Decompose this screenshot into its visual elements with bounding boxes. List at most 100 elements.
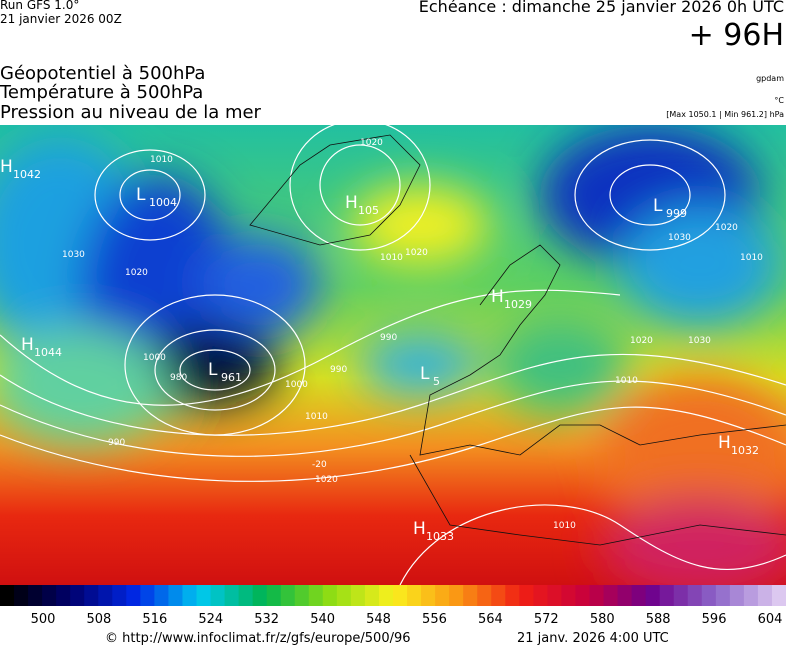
swatch: [168, 585, 183, 606]
legend-tick: 524: [198, 612, 223, 627]
field: Température à 500hPa: [0, 82, 204, 103]
isobar-label: 980: [170, 373, 187, 383]
unit: [Max 1050.1 | Min 961.2] hPa: [666, 110, 784, 119]
isobar-label: 1030: [62, 250, 85, 260]
center-value: 1033: [426, 530, 454, 543]
isobar-label: 1010: [150, 155, 173, 165]
legend-tick: 540: [310, 612, 335, 627]
legend-tick: 500: [31, 612, 56, 627]
center-letter: L: [136, 185, 146, 205]
unit: °C: [774, 96, 784, 105]
swatch: [364, 585, 380, 606]
swatch: [519, 585, 534, 606]
legend-tick: 572: [534, 612, 559, 627]
field: Pression au niveau de la mer: [0, 102, 261, 123]
generated: 21 janv. 2026 4:00 UTC: [517, 631, 669, 646]
swatch: [435, 585, 450, 606]
center-value: 999: [666, 207, 687, 220]
legend-tick: 548: [366, 612, 391, 627]
swatch: [252, 585, 268, 606]
center-letter: H: [345, 193, 358, 213]
swatch: [617, 585, 633, 606]
center-value: 1044: [34, 346, 62, 359]
swatch: [505, 585, 520, 606]
swatch: [729, 585, 745, 606]
swatch: [491, 585, 506, 606]
center-letter: L: [208, 360, 218, 380]
swatch: [280, 585, 296, 606]
swatch: [112, 585, 127, 606]
swatch: [28, 585, 43, 606]
center-letter: H: [0, 157, 13, 177]
legend-tick: 588: [646, 612, 671, 627]
isobar-label: 1010: [553, 521, 576, 531]
swatch: [589, 585, 605, 606]
center-letter: H: [491, 287, 504, 307]
isobar-label: 1020: [125, 268, 148, 278]
swatch: [14, 585, 29, 606]
swatch: [322, 585, 338, 606]
legend-tick: 532: [254, 612, 279, 627]
legend-tick: 516: [142, 612, 167, 627]
center-value: 1042: [13, 168, 41, 181]
swatch: [659, 585, 675, 606]
swatch: [421, 585, 436, 606]
swatch: [687, 585, 703, 606]
swatch: [645, 585, 661, 606]
swatch: [603, 585, 619, 606]
swatch: [575, 585, 590, 606]
swatch: [336, 585, 352, 606]
isobar-label: 1020: [715, 223, 738, 233]
swatch: [210, 585, 226, 606]
isobar-label: 990: [380, 333, 397, 343]
center-letter: H: [21, 335, 34, 355]
swatch: [294, 585, 310, 606]
swatch: [561, 585, 576, 606]
swatch: [84, 585, 99, 606]
field: Géopotentiel à 500hPa: [0, 63, 206, 84]
center-value: 1004: [149, 196, 177, 209]
isobar-label: -20: [312, 460, 327, 470]
swatch: [42, 585, 57, 606]
swatch: [98, 585, 113, 606]
center-letter: L: [420, 364, 430, 384]
legend-tick: 564: [478, 612, 503, 627]
swatch: [126, 585, 141, 606]
swatch: [378, 585, 394, 606]
isobar-label: 990: [108, 438, 125, 448]
center-letter: H: [718, 433, 731, 453]
center-value: 1032: [731, 444, 759, 457]
isobar-label: 1010: [305, 412, 328, 422]
swatch: [238, 585, 254, 606]
swatch: [533, 585, 548, 606]
center-value: 961: [221, 371, 242, 384]
swatch: [631, 585, 647, 606]
swatch: [701, 585, 717, 606]
run: Run GFS 1.0°: [0, 0, 80, 12]
forecast: Echéance : dimanche 25 janvier 2026 0h U…: [418, 0, 784, 16]
isobar-label: 1000: [143, 353, 166, 363]
source: © http://www.infoclimat.fr/z/gfs/europe/…: [105, 631, 411, 646]
swatch: [393, 585, 408, 606]
isobar-label: 1020: [405, 248, 428, 258]
center-value: 1029: [504, 298, 532, 311]
swatch: [196, 585, 212, 606]
swatch: [547, 585, 562, 606]
isobar-label: 990: [330, 365, 347, 375]
center-value: 105: [358, 204, 379, 217]
swatch: [0, 585, 15, 606]
swatch: [266, 585, 282, 606]
isobar-label: 1020: [630, 336, 653, 346]
run-date: 21 janvier 2026 00Z: [0, 12, 122, 26]
legend-tick: 508: [87, 612, 112, 627]
legend-tick: 596: [702, 612, 727, 627]
center-letter: L: [653, 196, 663, 216]
swatch: [771, 585, 786, 606]
swatch: [182, 585, 197, 606]
swatch: [477, 585, 492, 606]
swatch: [70, 585, 85, 606]
unit: gpdam: [756, 74, 784, 83]
isobar-label: 1000: [285, 380, 308, 390]
